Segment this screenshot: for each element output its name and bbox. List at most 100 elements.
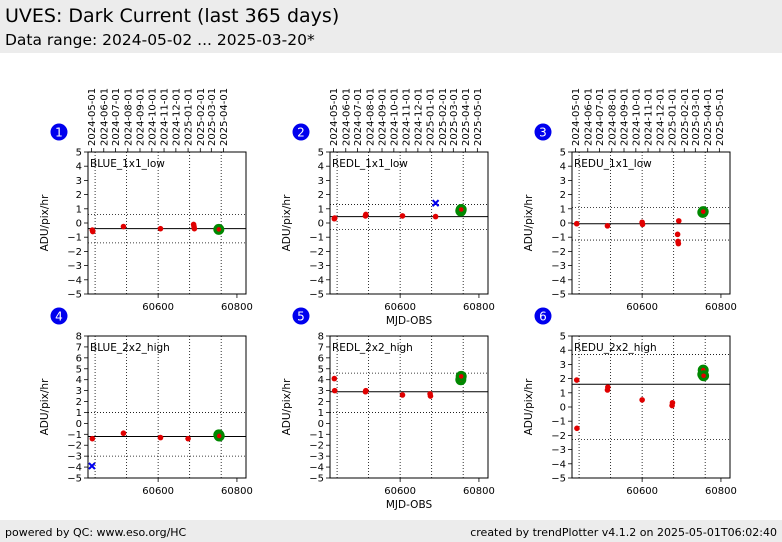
date-tick-label: 2025-05-01 [715, 88, 726, 146]
y-tick-label: −1 [309, 430, 324, 441]
x-tick-label: 60600 [384, 302, 416, 313]
x-axis-label: MJD-OBS [386, 315, 433, 327]
latest-point-center [700, 209, 706, 214]
date-tick-label: 2024-05-01 [329, 88, 340, 146]
date-tick-label: 2025-02-01 [680, 88, 691, 146]
y-tick-label: 3 [76, 386, 82, 397]
y-tick-label: 1 [76, 408, 82, 419]
panel-number-badge [50, 307, 68, 325]
y-tick-label: 7 [76, 342, 82, 353]
date-tick-label: 2024-06-01 [99, 88, 110, 146]
y-tick-label: −2 [551, 247, 566, 258]
y-tick-label: −4 [67, 275, 82, 286]
y-tick-label: −1 [67, 430, 82, 441]
y-tick-label: 1 [560, 388, 566, 399]
latest-point-center [701, 373, 706, 379]
data-point [120, 223, 127, 230]
date-tick-label: 2024-12-01 [413, 88, 424, 146]
x-tick-label: 60800 [221, 486, 253, 497]
x-tick-label: 60600 [384, 486, 416, 497]
panel-number: 5 [297, 310, 305, 324]
panel-number-badge [534, 307, 552, 325]
y-tick-label: −2 [551, 431, 566, 442]
y-tick-label: 1 [318, 204, 324, 215]
date-tick-label: 2025-01-01 [668, 88, 679, 146]
y-tick-label: −5 [67, 290, 82, 301]
data-point [120, 430, 127, 437]
y-tick-label: 3 [318, 386, 324, 397]
y-tick-label: 2 [76, 397, 82, 408]
y-tick-label: 2 [560, 374, 566, 385]
data-point [399, 392, 406, 398]
data-point [675, 218, 682, 224]
y-tick-label: 8 [76, 332, 82, 343]
date-tick-label: 2024-12-01 [171, 88, 182, 146]
date-tick-label: 2025-04-01 [461, 88, 472, 146]
data-point [639, 397, 645, 403]
data-point [191, 225, 198, 232]
data-point [432, 213, 439, 220]
data-point [331, 387, 338, 394]
outlier-point [431, 199, 440, 207]
data-point [573, 220, 580, 227]
y-tick-label: 3 [318, 176, 324, 187]
y-tick-label: 5 [318, 148, 324, 159]
date-tick-label: 2025-02-01 [196, 88, 207, 146]
data-point [157, 434, 164, 441]
y-tick-label: 6 [318, 353, 324, 364]
y-tick-label: 5 [560, 332, 566, 343]
panel-label: REDU_1x1_low [574, 158, 652, 170]
latest-point-center [458, 207, 464, 212]
x-tick-label: 60600 [142, 302, 174, 313]
date-tick-label: 2025-03-01 [449, 88, 460, 146]
data-point [399, 213, 406, 219]
data-point [604, 223, 611, 229]
panel-number-badge [50, 123, 68, 141]
y-tick-label: 0 [76, 219, 82, 230]
data-point [89, 228, 96, 235]
panel-label: BLUE_2x2_high [90, 342, 170, 354]
data-range-subtitle: Data range: 2024-05-02 ... 2025-03-20* [5, 31, 315, 49]
date-tick-label: 2025-03-01 [691, 88, 702, 146]
data-point [331, 215, 338, 221]
x-tick-label: 60800 [705, 486, 737, 497]
data-point [573, 377, 580, 383]
footer-powered-by: powered by QC: www.eso.org/HC [5, 526, 187, 539]
y-tick-label: 5 [76, 148, 82, 159]
y-axis-label: ADU/pix/hr [523, 194, 535, 251]
date-tick-label: 2025-01-01 [426, 88, 437, 146]
y-tick-label: 3 [560, 176, 566, 187]
y-axis-label: ADU/pix/hr [523, 378, 535, 435]
y-tick-label: 4 [76, 375, 82, 386]
plot-frame [329, 335, 489, 479]
y-axis-label: ADU/pix/hr [281, 194, 293, 251]
y-tick-label: 1 [76, 204, 82, 215]
x-tick-label: 60600 [142, 486, 174, 497]
y-tick-label: −3 [67, 452, 82, 463]
page-title: UVES: Dark Current (last 365 days) [5, 5, 340, 27]
data-point [331, 375, 338, 382]
date-tick-label: 2024-12-01 [655, 88, 666, 146]
data-point [669, 399, 676, 406]
data-point [89, 435, 96, 442]
y-tick-label: 2 [560, 190, 566, 201]
y-tick-label: 4 [560, 346, 566, 357]
x-tick-label: 60600 [626, 302, 658, 313]
panel-number: 3 [539, 126, 547, 140]
chart-panel-6: −5 −4 −3 −2 −1 0 1 2 3 4 5 60600 60800 ADU/pix/hr REDU… [523, 307, 737, 497]
x-axis-label: MJD-OBS [386, 499, 433, 511]
data-point [185, 435, 191, 442]
date-tick-label: 2024-06-01 [341, 88, 352, 146]
y-tick-label: 5 [560, 148, 566, 159]
date-tick-label: 2025-02-01 [438, 88, 449, 146]
data-point [605, 384, 611, 390]
outlier-point [88, 462, 96, 470]
data-point [675, 240, 682, 247]
date-tick-label: 2024-05-01 [571, 88, 582, 146]
panel-number: 4 [55, 310, 63, 324]
y-axis-label: ADU/pix/hr [39, 378, 51, 435]
